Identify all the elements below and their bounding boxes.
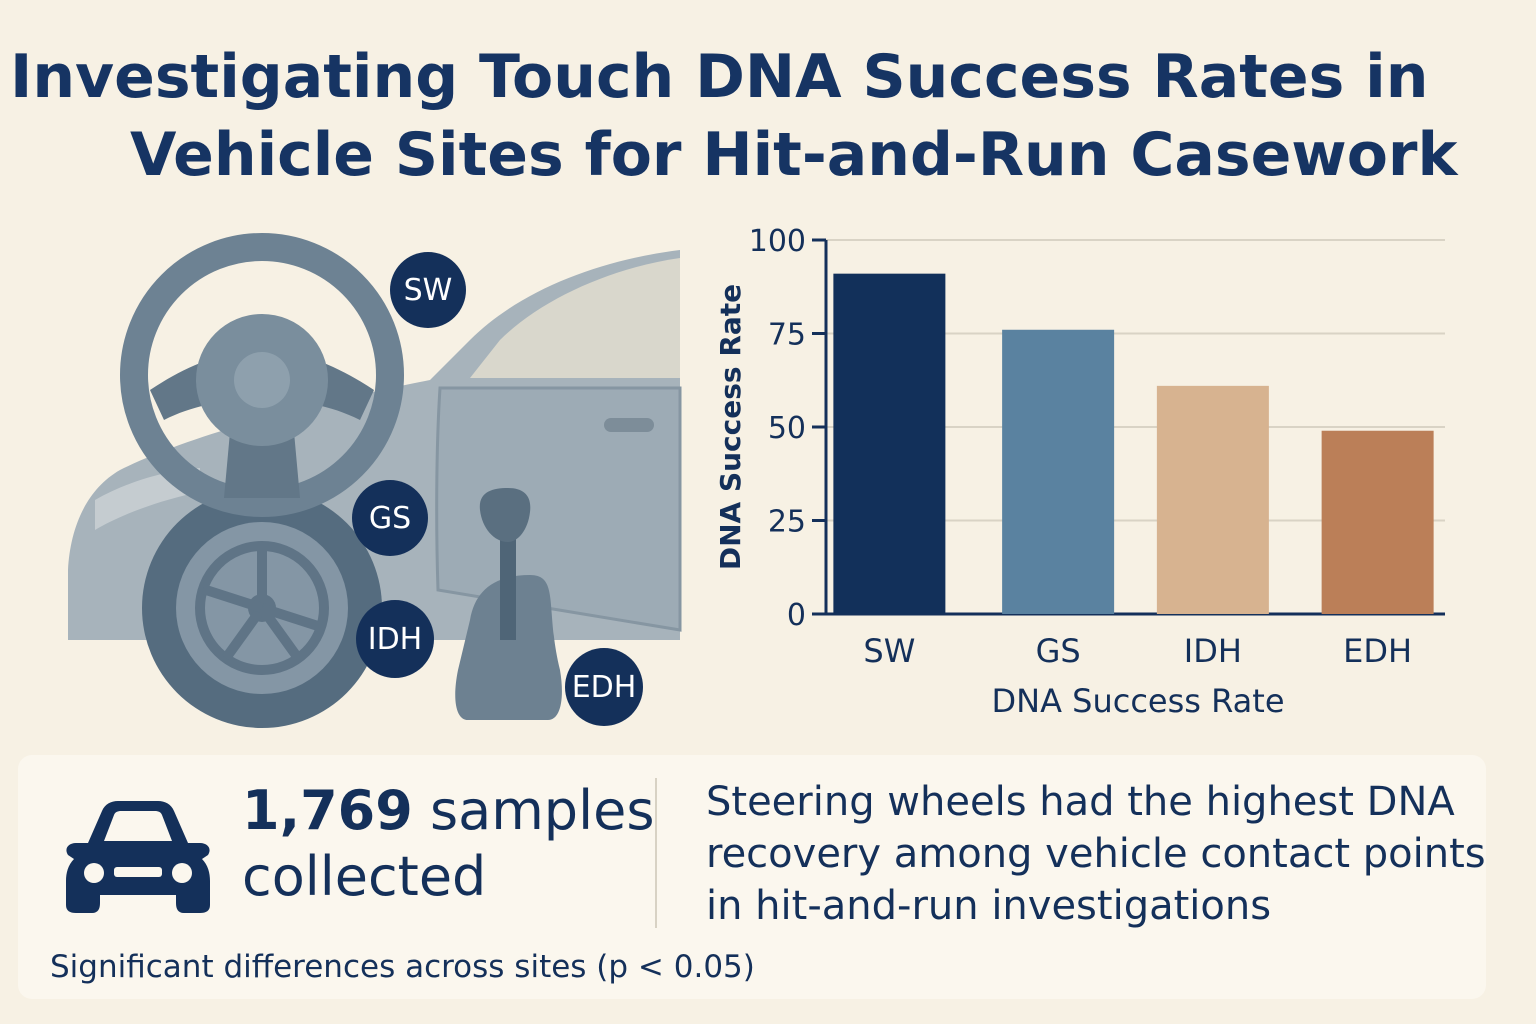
sample-label: samples xyxy=(429,779,655,842)
significance-note: Significant differences across sites (p … xyxy=(50,949,755,985)
x-tick-label-sw: SW xyxy=(863,632,915,670)
badge-gs: GS xyxy=(352,480,428,556)
bar-idh xyxy=(1156,385,1269,614)
y-tick-label-0: 0 xyxy=(787,598,806,633)
x-tick-label-edh: EDH xyxy=(1343,632,1412,670)
badge-sw: SW xyxy=(390,252,466,328)
finding-line-1: Steering wheels had the highest DNA xyxy=(706,779,1455,825)
gear-shift-icon xyxy=(455,488,562,720)
car-front-icon xyxy=(58,795,218,915)
x-axis-title: DNA Success Rate xyxy=(992,682,1285,720)
page-title: Investigating Touch DNA Success Rates in… xyxy=(0,38,1536,194)
bar-sw xyxy=(833,273,946,614)
badge-idh: IDH xyxy=(356,600,434,678)
bar-edh xyxy=(1321,430,1434,614)
badge-edh: EDH xyxy=(565,648,643,726)
x-tick-label-idh: IDH xyxy=(1184,632,1242,670)
y-tick-label-50: 50 xyxy=(768,411,806,446)
title-line-2: Vehicle Sites for Hit-and-Run Casework xyxy=(130,120,1458,190)
y-tick-label-25: 25 xyxy=(768,505,806,540)
finding-line-3: in hit-and-run investigations xyxy=(706,883,1272,929)
vehicle-illustration xyxy=(0,230,700,740)
sample-count-stat: 1,769 samples collected xyxy=(242,778,662,910)
finding-line-2: recovery among vehicle contact points xyxy=(706,831,1486,877)
tire-icon xyxy=(142,488,382,728)
sample-label-2: collected xyxy=(242,845,487,908)
y-tick-label-100: 100 xyxy=(749,224,806,259)
bar-chart: 0 25 50 75 100 SW GS IDH EDH DNA Success Rate DNA … xyxy=(700,220,1500,730)
title-line-1: Investigating Touch DNA Success Rates in xyxy=(10,42,1429,112)
y-axis-title: DNA Success Rate xyxy=(714,284,747,570)
key-finding: Steering wheels had the highest DNA reco… xyxy=(706,776,1496,932)
y-tick-label-75: 75 xyxy=(768,318,806,353)
x-tick-label-gs: GS xyxy=(1036,632,1081,670)
panel-divider xyxy=(655,778,657,928)
summary-panel xyxy=(18,755,1486,999)
steering-wheel-icon xyxy=(120,233,404,517)
bar-gs xyxy=(1002,329,1115,614)
sample-count: 1,769 xyxy=(242,779,413,842)
